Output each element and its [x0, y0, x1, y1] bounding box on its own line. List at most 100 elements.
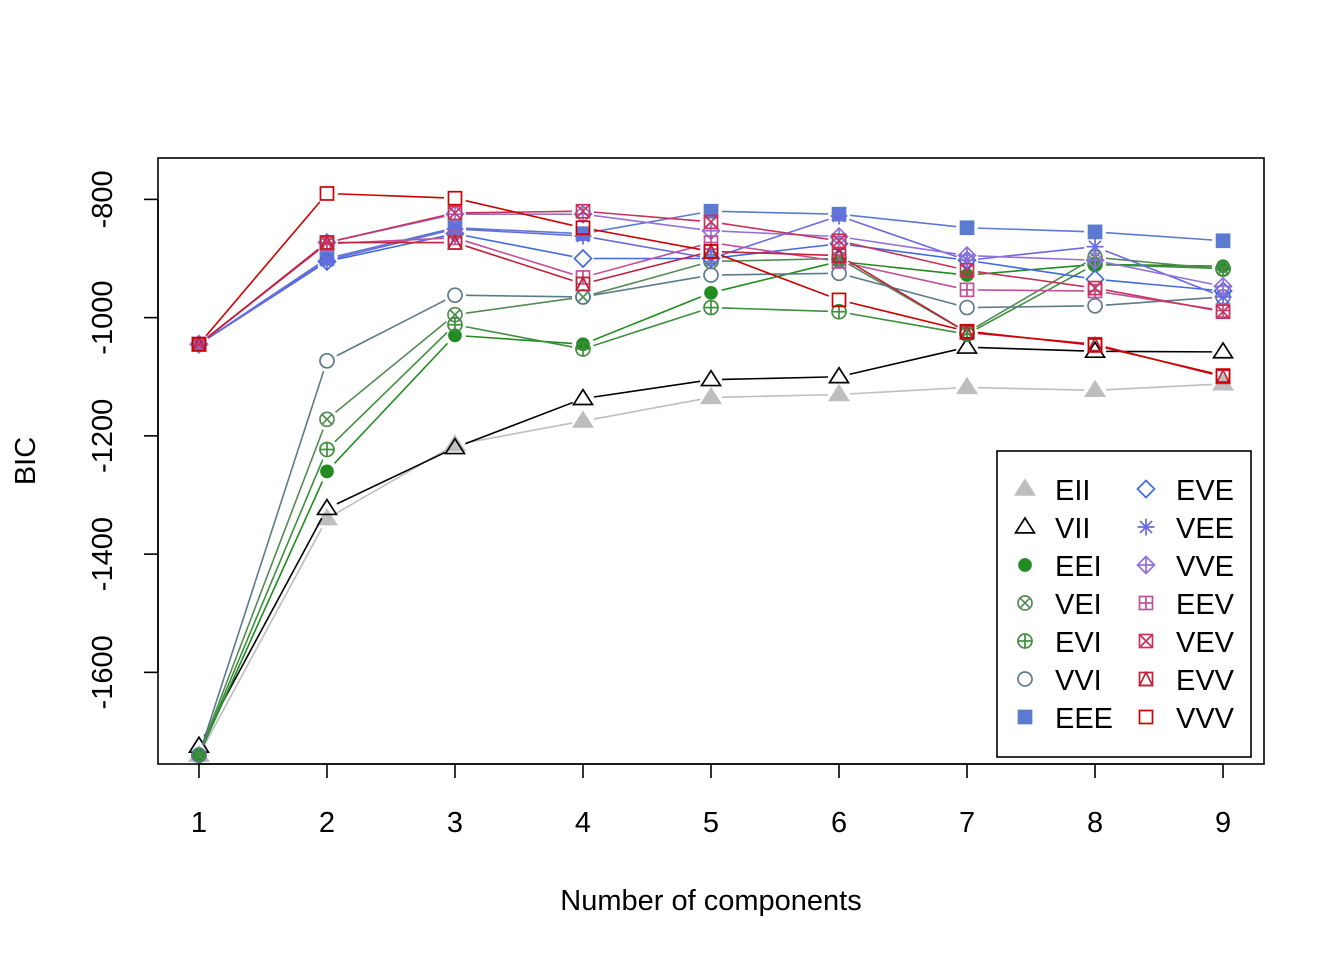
series-segment-eii: [1105, 383, 1213, 391]
data-point-vii-2: [315, 498, 338, 516]
legend-marker-vei: [1017, 595, 1033, 611]
legend-label: VEV: [1176, 627, 1235, 659]
series-segment-vvi: [978, 305, 1085, 309]
data-point-vee-2: [318, 251, 336, 269]
y-tick-label: -800: [87, 170, 119, 228]
data-point-vev-5: [703, 214, 719, 230]
data-point-vve-7: [957, 245, 977, 266]
data-point-evi-2: [319, 441, 335, 458]
y-tick-label: -1200: [87, 399, 119, 473]
series-segment-eve: [721, 244, 829, 259]
legend-marker-vev: [1138, 633, 1154, 649]
data-point-evv-6: [831, 247, 847, 263]
legend-label: EVV: [1176, 665, 1235, 697]
series-segment-vvv: [1105, 347, 1213, 374]
data-point-vvv-3: [447, 190, 463, 206]
series-segment-vii: [721, 376, 829, 381]
data-point-vev-7: [959, 262, 975, 278]
legend-item-evv: EVV: [1138, 665, 1235, 697]
data-point-vvi-2: [319, 352, 335, 369]
data-point-vev-4: [575, 203, 591, 219]
series-segment-eee: [849, 214, 957, 228]
series-segment-evv: [593, 253, 701, 282]
series-segment-eee: [721, 210, 829, 215]
data-point-vii-8: [1084, 340, 1107, 359]
series-segment-vev: [337, 214, 445, 241]
legend-item-eev: EEV: [1138, 589, 1235, 621]
series-segment-eii: [721, 393, 829, 398]
x-tick-label: 2: [319, 807, 335, 839]
series-segment-vei: [334, 321, 447, 413]
data-point-vvi-3: [447, 287, 463, 304]
series-segment-eii: [203, 527, 323, 746]
series-segment-evi: [593, 310, 701, 347]
series-segment-eei: [592, 296, 702, 341]
data-point-vvv-7: [959, 323, 975, 339]
data-point-vev-3: [447, 205, 463, 221]
y-tick-label: -1400: [87, 517, 119, 591]
series-segment-eee: [1105, 231, 1213, 241]
legend-marker-eve: [1136, 479, 1156, 499]
x-tick-label: 4: [575, 807, 591, 839]
series-segment-eve: [977, 261, 1085, 279]
data-point-eii-6: [828, 383, 851, 402]
series-segment-vii: [464, 401, 574, 445]
series-segment-eei: [465, 335, 573, 345]
legend-item-eei: EEI: [1018, 551, 1102, 583]
series-segment-vev: [1105, 289, 1213, 311]
series-segment-vii: [977, 346, 1085, 352]
series-segment-eei: [849, 261, 957, 275]
series-segment-eev: [465, 240, 573, 275]
series-segment-eii: [593, 398, 701, 420]
y-axis: -1600 -1400 -1200 -1000 -800: [87, 170, 159, 709]
series-segment-vei: [465, 297, 573, 314]
series-segment-vev: [593, 211, 701, 222]
series-segment-vev: [849, 242, 957, 269]
x-axis-label: Number of components: [560, 885, 861, 917]
x-tick-label: 3: [447, 807, 463, 839]
data-point-eii-5: [700, 386, 722, 405]
series-segment-eev: [721, 243, 829, 261]
x-tick-label: 9: [1215, 807, 1231, 839]
data-point-evv-2: [319, 234, 335, 250]
series-segment-vee: [721, 218, 829, 256]
legend-item-vii: VII: [1014, 513, 1090, 545]
data-point-eve-2: [317, 251, 337, 272]
series-segment-vev: [721, 222, 829, 240]
series-segment-evi: [721, 307, 829, 313]
data-point-vvi-8: [1087, 297, 1103, 314]
series-segment-evv: [465, 245, 573, 282]
data-point-vvv-6: [831, 292, 847, 308]
data-point-vii-9: [1212, 341, 1235, 359]
series-segment-eev: [849, 263, 957, 289]
data-point-eee-8: [1087, 224, 1103, 240]
data-point-eee-7: [959, 220, 975, 236]
series-segment-vev: [977, 271, 1085, 288]
data-point-vii-3: [443, 437, 466, 455]
legend-marker-vve: [1136, 555, 1156, 575]
legend-item-vei: VEI: [1017, 589, 1102, 621]
series-segment-vee: [849, 218, 957, 258]
data-point-eve-4: [573, 248, 593, 269]
series-segment-vvv: [977, 331, 1085, 345]
data-point-vii-5: [700, 369, 722, 387]
data-point-eei-2: [320, 464, 334, 479]
data-point-vve-9: [1213, 276, 1233, 296]
series-segment-vev: [465, 210, 573, 214]
legend-label: EVI: [1055, 627, 1102, 659]
legend-marker-vvv: [1138, 709, 1154, 725]
series-segment-vvv: [205, 201, 321, 337]
data-point-evi-4: [575, 341, 591, 357]
legend-marker-vvi: [1017, 671, 1033, 687]
legend-marker-evv: [1138, 670, 1154, 687]
legend-item-vev: VEV: [1138, 627, 1235, 659]
legend-label: VEI: [1055, 589, 1102, 621]
x-axis: 1 2 3 4 5 6 7 8 9: [191, 763, 1231, 839]
series-segment-vve: [1105, 261, 1213, 285]
data-point-eii-7: [956, 376, 979, 395]
legend-marker-eev: [1138, 595, 1154, 611]
data-point-evv-4: [575, 275, 591, 292]
series-layer: [187, 186, 1235, 763]
legend-item-eii: EII: [1014, 475, 1090, 507]
